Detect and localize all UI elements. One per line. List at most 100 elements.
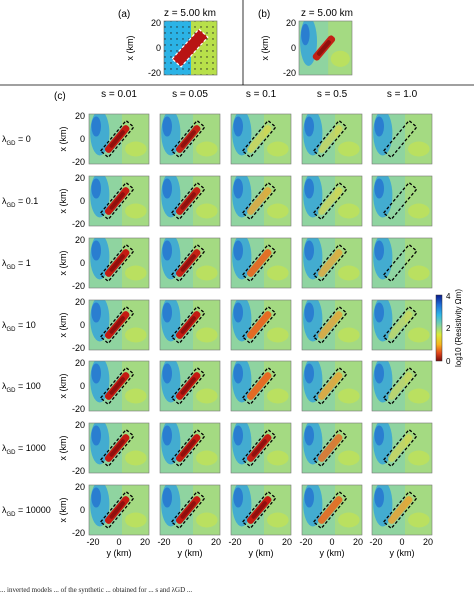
ytick: 20: [75, 482, 85, 492]
conductor-anomaly: [246, 125, 272, 153]
xtick: -20: [369, 537, 382, 547]
map-frame: [230, 299, 292, 351]
map-image: [89, 423, 149, 473]
map-frame: [88, 299, 150, 351]
map-east-zone: [264, 485, 291, 535]
map-western-core: [91, 116, 101, 137]
map-western-core: [374, 425, 385, 446]
xlabel: y (km): [249, 548, 274, 558]
map-image: [89, 176, 149, 226]
map-image: [302, 361, 362, 411]
model-cell: [230, 422, 292, 474]
column-header: s = 1.0: [387, 89, 418, 100]
ytick: 20: [75, 358, 85, 368]
anomaly-core: [180, 130, 196, 148]
ytick: 20: [75, 297, 85, 307]
map-western-core: [374, 240, 385, 261]
ytick: 20: [75, 111, 85, 121]
anomaly-core: [109, 377, 125, 395]
colorbar-label: log10 (Resistivity Ωm): [454, 289, 463, 367]
ytick: -20: [72, 157, 85, 167]
map-image: [299, 21, 352, 75]
map-image: [302, 176, 362, 226]
map-east-zone: [335, 485, 362, 535]
map-east-zone: [193, 423, 220, 473]
map-frame: [301, 299, 363, 351]
ytick: 0: [80, 258, 85, 268]
panel-a-title: z = 5.00 km: [164, 8, 216, 19]
map-east-zone: [264, 114, 291, 164]
panel-b-ytick-bottom: -20: [283, 68, 296, 78]
map-frame: [88, 360, 150, 412]
row-labels: λGD = 0 λGD = 0.1 λGD = 1 λGD = 10 λGD = 100…: [2, 134, 51, 518]
model-cell: [159, 422, 221, 474]
model-cell: [301, 299, 363, 351]
map-western-core: [91, 178, 101, 199]
conductor-anomaly: [317, 372, 343, 400]
map-east-zone: [193, 485, 220, 535]
map-frame: [371, 113, 433, 165]
anomaly-body: [387, 311, 413, 339]
ytick: 0: [80, 134, 85, 144]
map-east-zone: [335, 423, 362, 473]
ytick: -20: [72, 404, 85, 414]
row-label: λGD = 100: [2, 381, 41, 394]
panel-a-ytick-top: 20: [151, 18, 161, 28]
xtick: 20: [282, 537, 292, 547]
anomaly-core: [109, 501, 125, 519]
map-image: [160, 485, 220, 535]
model-cell: [371, 175, 433, 227]
map-frame: [371, 175, 433, 227]
conductor-anomaly: [246, 249, 272, 277]
anomaly-core: [180, 439, 196, 457]
map-frame: [230, 422, 292, 474]
model-cell: [371, 237, 433, 289]
xtick: -20: [157, 537, 170, 547]
ytick: 20: [75, 235, 85, 245]
map-western-core: [233, 487, 243, 508]
model-cell: [159, 484, 221, 536]
map-east-blob: [267, 388, 289, 404]
map-western-core: [91, 487, 101, 508]
map-western-core: [374, 487, 385, 508]
panel-a-letter: (a): [118, 9, 130, 20]
conductor-anomaly: [387, 372, 413, 400]
row-label: λGD = 10000: [2, 505, 51, 518]
xtick: 0: [116, 537, 121, 547]
map-western-core: [91, 425, 101, 446]
map-western-core: [304, 178, 315, 199]
anomaly-core: [180, 377, 196, 395]
conductor-anomaly: [175, 125, 201, 153]
map-image: [160, 361, 220, 411]
model-cell: [230, 484, 292, 536]
conductor-anomaly: [317, 311, 343, 339]
model-cell: [301, 237, 363, 289]
model-cell: [371, 484, 433, 536]
ytick: 20: [75, 173, 85, 183]
map-east-blob: [125, 265, 147, 281]
ylabel: x (km): [58, 498, 68, 523]
anomaly-core: [180, 316, 196, 334]
map-image: [89, 485, 149, 535]
conductor-anomaly: [104, 496, 130, 524]
map-east-blob: [125, 327, 147, 343]
map-east-zone: [264, 300, 291, 350]
map-image: [89, 361, 149, 411]
panel-a-map: [163, 20, 218, 76]
map-image: [372, 176, 432, 226]
ytick: 0: [80, 320, 85, 330]
map-east-blob: [267, 327, 289, 343]
map-western-core: [374, 178, 385, 199]
panel-b-letter: (b): [258, 9, 270, 20]
map-frame: [371, 484, 433, 536]
conductor-anomaly: [175, 311, 201, 339]
map-frame: [88, 484, 150, 536]
map-western-core: [162, 302, 172, 323]
map-image: [372, 485, 432, 535]
xtick: 20: [353, 537, 363, 547]
conductor-anomaly: [246, 187, 272, 215]
map-frame: [159, 113, 221, 165]
map-image: [231, 114, 291, 164]
map-frame: [159, 484, 221, 536]
map-east-zone: [193, 300, 220, 350]
